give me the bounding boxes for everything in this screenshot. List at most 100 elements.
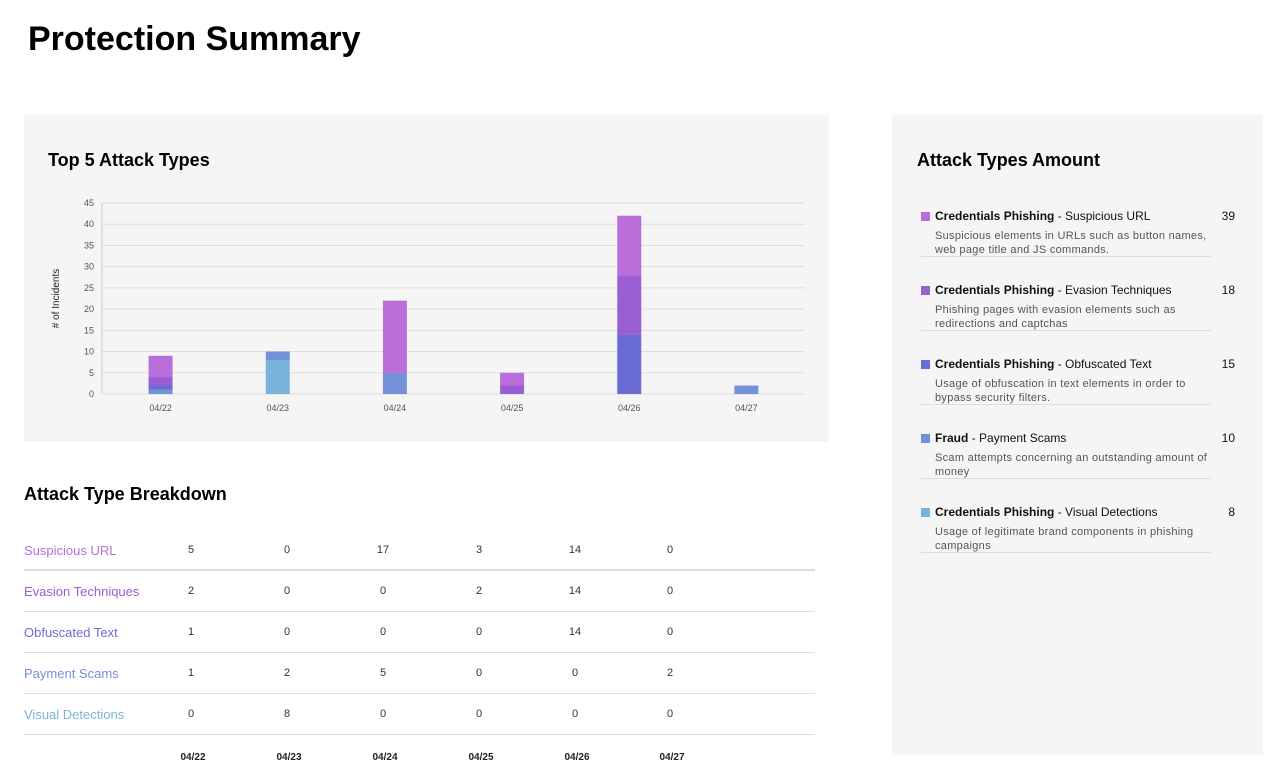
amount-panel-title: Attack Types Amount [917,150,1101,170]
table-cell: 0 [283,585,291,597]
breakdown-title: Attack Type Breakdown [24,484,227,504]
y-tick-label: 40 [84,219,94,229]
x-tick-label: 04/27 [735,403,758,413]
amount-item-type: Evasion Techniques [1065,283,1172,297]
table-cell: 1 [187,667,195,679]
date-header: 04/26 [564,752,590,763]
amount-item-type: Obfuscated Text [1065,357,1152,371]
chart-title: Top 5 Attack Types [48,150,210,170]
bar-segment [500,372,525,386]
table-cell: 2 [666,667,674,679]
table-cell: 14 [568,626,582,638]
table-cell: 1 [187,626,195,638]
divider [921,256,1211,257]
table-cell: 0 [187,708,195,720]
amount-item-count: 15 [1221,357,1235,371]
amount-item-name: Fraud - Payment Scams [935,431,1067,445]
amount-item-name: Credentials Phishing - Visual Detections [935,505,1158,519]
legend-swatch [921,212,930,221]
bar-segment [148,389,173,394]
amount-item-count: 39 [1221,209,1235,223]
y-axis-label: # of Incidents [51,269,62,328]
amount-item-category: Credentials Phishing [935,209,1055,223]
attack-types-amount-panel: Attack Types Amount Credentials Phishing… [892,115,1263,755]
amount-item-name: Credentials Phishing - Suspicious URL [935,209,1151,223]
date-header: 04/22 [180,752,206,763]
bar-segment [500,385,525,394]
divider [921,552,1211,553]
y-tick-label: 45 [84,198,94,208]
y-tick-label: 0 [89,389,94,399]
amount-item-name: Credentials Phishing - Evasion Technique… [935,283,1172,297]
date-header: 04/24 [372,752,398,763]
amount-item: Fraud - Payment Scams 10 Scam attempts con… [921,431,1239,505]
page-title: Protection Summary [28,20,361,58]
bar-segment [148,377,173,386]
row-label: Payment Scams [24,666,119,681]
row-label: Evasion Techniques [24,584,140,599]
amount-item-count: 10 [1221,431,1235,445]
table-cell: 0 [475,626,483,638]
amount-item-count: 18 [1221,283,1235,297]
table-row: Suspicious URL 5 0 17 3 14 0 [24,530,815,571]
table-cell: 0 [571,667,579,679]
date-header: 04/25 [468,752,494,763]
table-cell: 0 [666,544,674,556]
y-tick-label: 5 [89,368,94,378]
divider [921,404,1211,405]
amount-item: Credentials Phishing - Suspicious URL 39 S… [921,209,1239,283]
amount-item: Credentials Phishing - Evasion Technique… [921,283,1239,357]
amount-item-type: Suspicious URL [1065,209,1151,223]
date-header-row: 04/22 04/23 04/24 04/25 04/26 04/27 [24,735,815,765]
table-cell: 0 [379,708,387,720]
bar-segment [382,300,407,373]
table-cell: 0 [475,667,483,679]
amount-item-category: Credentials Phishing [935,283,1055,297]
x-tick-label: 04/24 [384,403,407,413]
top-attack-types-panel: 0 5 10 15 20 25 30 35 40 45 # of Incidents 04/22 04/… [24,115,829,442]
legend-swatch [921,508,930,517]
table-cell: 14 [568,544,582,556]
amount-list: Credentials Phishing - Suspicious URL 39 S… [921,209,1239,579]
amount-item-name: Credentials Phishing - Obfuscated Text [935,357,1152,371]
table-cell: 8 [283,708,291,720]
divider [921,478,1211,479]
y-tick-label: 10 [84,347,94,357]
table-cell: 0 [571,708,579,720]
table-cell: 2 [475,585,483,597]
amount-item: Credentials Phishing - Obfuscated Text 15… [921,357,1239,431]
bar-segment [617,215,642,276]
x-tick-label: 04/23 [266,403,289,413]
amount-item-description: Phishing pages with evasion elements suc… [935,304,1176,330]
table-cell: 5 [379,667,387,679]
y-tick-label: 35 [84,240,94,250]
date-header: 04/27 [659,752,685,763]
table-row: Visual Detections 0 8 0 0 0 0 [24,694,815,735]
amount-item-category: Fraud [935,431,969,445]
table-cell: 0 [379,626,387,638]
bar-segment [148,355,173,378]
amount-item-type: Payment Scams [979,431,1067,445]
table-cell: 2 [283,667,291,679]
table-cell: 5 [187,544,195,556]
amount-item-description: Usage of legitimate brand components in … [935,526,1194,552]
table-row: Obfuscated Text 1 0 0 0 14 0 [24,612,815,653]
x-tick-label: 04/26 [618,403,641,413]
amount-item-type: Visual Detections [1065,505,1158,519]
table-cell: 0 [283,544,291,556]
bar-segment [265,351,290,361]
y-tick-label: 20 [84,304,94,314]
amount-item-count: 8 [1228,505,1235,519]
bar-segment [148,385,173,390]
table-cell: 0 [666,585,674,597]
table-row: Evasion Techniques 2 0 0 2 14 0 [24,571,815,612]
bar-segment [617,334,642,394]
amount-item-description: Suspicious elements in URLs such as butt… [935,230,1207,256]
bar-segment [382,372,407,394]
amount-item: Credentials Phishing - Visual Detections… [921,505,1239,579]
legend-swatch [921,286,930,295]
attack-types-chart: 0 5 10 15 20 25 30 35 40 45 # of Incidents 04/22 04/… [51,198,805,413]
table-cell: 14 [568,585,582,597]
row-label: Visual Detections [24,707,125,722]
breakdown-table: Suspicious URL 5 0 17 3 14 0 Evasion Techniques… [24,530,815,765]
